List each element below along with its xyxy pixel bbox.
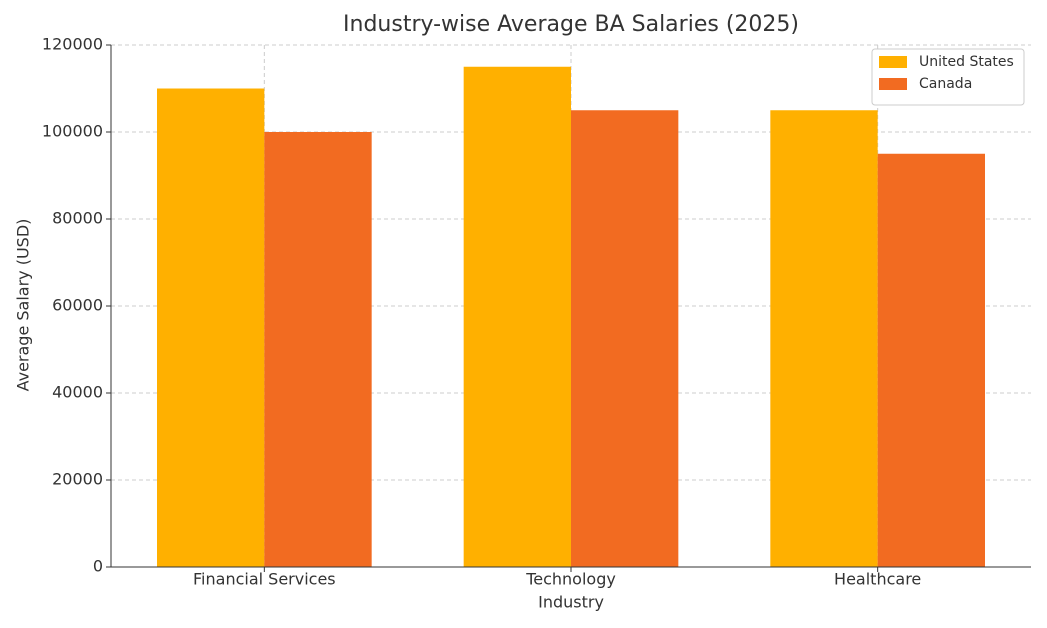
bar	[157, 88, 265, 567]
y-tick-label: 20000	[52, 470, 103, 489]
legend-label: Canada	[919, 76, 972, 92]
bar	[264, 132, 372, 567]
legend-label: United States	[919, 54, 1014, 70]
bar	[877, 153, 985, 567]
x-tick-label: Healthcare	[834, 570, 921, 589]
legend-box	[871, 48, 1025, 106]
bar	[571, 110, 679, 567]
y-tick-label: 80000	[52, 209, 103, 228]
chart-title: Industry-wise Average BA Salaries (2025)	[343, 12, 799, 37]
x-axis-label: Industry	[538, 593, 604, 612]
bar	[463, 66, 571, 567]
y-tick-label: 0	[93, 557, 103, 576]
bar	[770, 110, 878, 567]
x-tick-label: Financial Services	[193, 570, 336, 589]
y-tick-label: 100000	[42, 122, 103, 141]
legend-swatch	[879, 78, 907, 90]
y-tick-label: 60000	[52, 296, 103, 315]
y-tick-label: 40000	[52, 383, 103, 402]
y-axis-label: Average Salary (USD)	[14, 219, 33, 392]
y-tick-label: 120000	[42, 35, 103, 54]
legend-swatch	[879, 56, 907, 68]
x-tick-label: Technology	[525, 570, 616, 589]
